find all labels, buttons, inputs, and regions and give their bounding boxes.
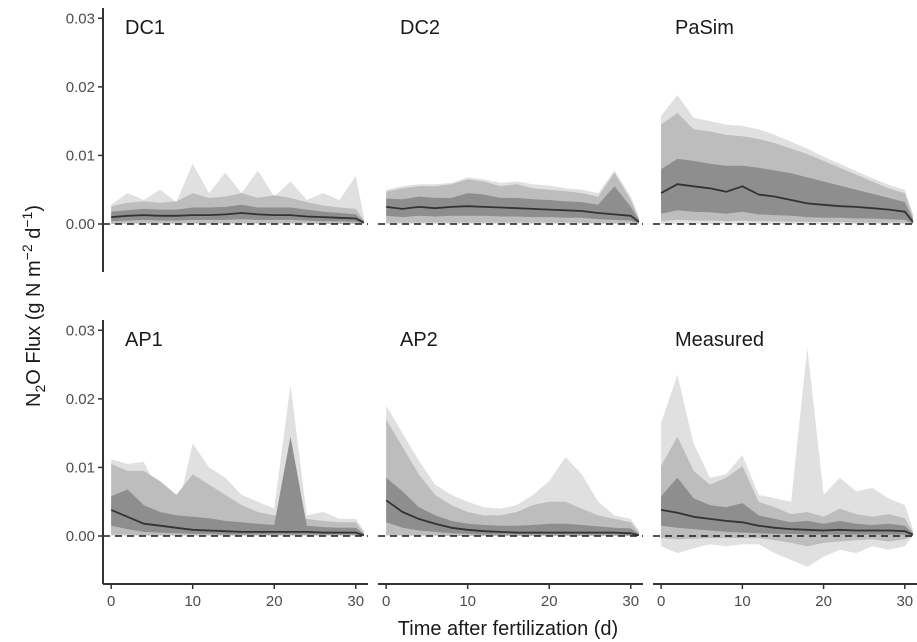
x-tick-label: 10 — [184, 593, 201, 610]
panel-dc2: DC2 — [378, 17, 643, 225]
panel-title-dc1: DC1 — [125, 17, 165, 39]
y-tick-label: 0.00 — [66, 216, 95, 233]
x-tick-label: 30 — [622, 593, 639, 610]
panel-ap1: AP1 0.00 0.01 0.02 0.03 0 10 20 30 — [66, 320, 368, 610]
panel-dc1: DC1 0.00 0.01 0.02 0.03 — [66, 8, 368, 272]
median-line-dc1 — [111, 212, 365, 224]
x-tick-label: 30 — [896, 593, 913, 610]
y-tick-label: 0.02 — [66, 391, 95, 408]
chart-panels: DC1 0.00 0.01 0.02 0.03 DC2 PaSim AP1 0.00 0.01 0.… — [66, 8, 917, 610]
x-axis-title: Time after fertilization (d) — [398, 618, 618, 640]
y-tick-label: 0.03 — [66, 10, 95, 27]
y-tick-label: 0.01 — [66, 147, 95, 164]
median-line-ap2 — [385, 499, 640, 537]
y-title-sup2: −1 — [19, 211, 35, 227]
middle-band-ap2 — [386, 419, 639, 536]
inner-band-ap2 — [386, 477, 639, 536]
x-tick-label: 20 — [815, 593, 832, 610]
x-tick-label: 30 — [347, 593, 364, 610]
y-title-main: N — [23, 393, 45, 407]
y-tick-label: 0.03 — [66, 322, 95, 339]
y-title-end: ) — [23, 205, 45, 212]
panel-title-pasim: PaSim — [675, 17, 734, 39]
y-title-sup1: −2 — [19, 244, 35, 260]
panel-title-ap2: AP2 — [400, 329, 438, 351]
panel-ap2: AP2 0 10 20 30 — [378, 329, 643, 610]
x-tick-label: 0 — [107, 593, 115, 610]
y-axis-title: N2O Flux (g N m−2 d−1) — [19, 205, 48, 407]
panel-title-dc2: DC2 — [400, 17, 440, 39]
x-tick-label: 10 — [734, 593, 751, 610]
panel-measured: Measured 0 10 20 30 — [653, 329, 917, 610]
inner-band-ap1 — [111, 436, 364, 536]
panel-pasim: PaSim — [653, 17, 917, 225]
y-tick-label: 0.00 — [66, 528, 95, 545]
x-tick-label: 20 — [541, 593, 558, 610]
y-tick-label: 0.02 — [66, 79, 95, 96]
x-tick-label: 20 — [266, 593, 283, 610]
inner-band-dc2 — [386, 186, 639, 224]
median-line-dc2 — [386, 205, 640, 223]
x-tick-label: 0 — [657, 593, 665, 610]
median-line-ap1 — [110, 509, 365, 537]
median-line-measured — [660, 509, 914, 536]
y-title-rest: O Flux (g N m — [23, 260, 45, 384]
y-tick-label: 0.01 — [66, 459, 95, 476]
outer-band-ap2 — [386, 405, 639, 536]
panel-title-ap1: AP1 — [125, 329, 163, 351]
median-line-pasim — [660, 183, 914, 223]
y-title-sub: 2 — [32, 385, 48, 393]
panel-title-measured: Measured — [675, 329, 764, 351]
x-tick-label: 10 — [459, 593, 476, 610]
x-tick-label: 0 — [382, 593, 390, 610]
y-title-mid: d — [23, 228, 45, 245]
